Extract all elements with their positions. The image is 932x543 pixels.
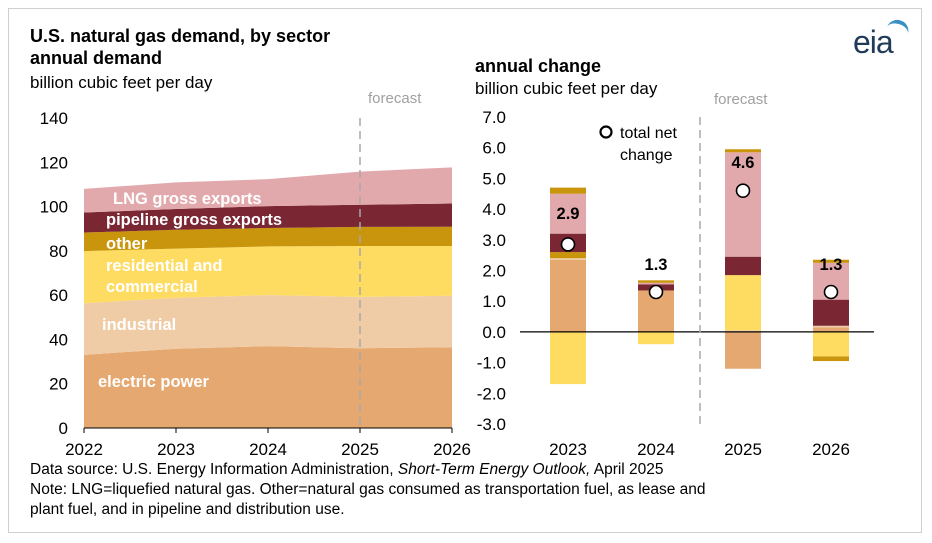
y-tick-label: 40	[49, 330, 68, 349]
data-source-line: Data source: U.S. Energy Information Adm…	[30, 460, 706, 480]
note-line-2: plant fuel, and in pipeline and distribu…	[30, 501, 345, 518]
total-net-change-marker	[560, 237, 576, 252]
y-tick-label: 3.0	[482, 231, 506, 250]
annual-change-chart: -3.0 -2.0 -1.0 0.0 1.0 2.0 3.0 4.0 5.0 6.0 7.0 2023…	[477, 91, 874, 459]
area-series-label: other	[106, 235, 148, 253]
chart-footer: Data source: U.S. Energy Information Adm…	[30, 460, 706, 520]
x-tick-label: 2025	[724, 440, 762, 459]
total-net-change-label: 1.3	[645, 256, 668, 274]
bar-segment-residential-and-commercial	[638, 331, 674, 345]
total-net-change-marker	[648, 284, 664, 300]
bar-segment-other	[725, 149, 761, 153]
y-tick-label: 5.0	[482, 169, 506, 188]
x-tick-label: 2024	[637, 440, 675, 459]
bar-segment-pipeline-gross-exports	[813, 299, 849, 326]
y-tick-label: -3.0	[477, 415, 506, 434]
forecast-label: forecast	[368, 90, 422, 107]
area-series-label: residential and	[106, 257, 222, 275]
note-line-1: Note: LNG=liquefied natural gas. Other=n…	[30, 481, 706, 498]
y-tick-label: -1.0	[477, 354, 506, 373]
left-chart-subtitle: annual demand	[30, 48, 163, 68]
area-series-label: electric power	[98, 373, 210, 391]
right-chart-unit: billion cubic feet per day	[475, 79, 658, 98]
bar-segment-industrial	[725, 330, 761, 332]
y-tick-label: 60	[49, 286, 68, 305]
bar-segment-residential-and-commercial	[813, 331, 849, 357]
annual-demand-chart: forecast 0 20 40 60 80 100 120 140 2022 2023 2024 20…	[40, 90, 471, 459]
y-tick-label: 4.0	[482, 200, 506, 219]
bar-segment-lng-gross-exports	[725, 152, 761, 257]
bar-segment-industrial	[550, 258, 586, 260]
area-series-other	[84, 226, 452, 252]
legend-label: change	[620, 147, 673, 164]
bar-segment-residential-and-commercial	[725, 275, 761, 331]
legend-label: total net	[620, 125, 677, 142]
bar-segment-electric-power	[550, 259, 586, 332]
x-tick-label: 2023	[549, 440, 587, 459]
total-net-change-label: 4.6	[732, 154, 755, 172]
area-series-label: industrial	[102, 316, 176, 334]
bar-segment-lng-gross-exports	[550, 193, 586, 234]
area-series-label: commercial	[106, 278, 198, 296]
bar-segment-residential-and-commercial	[550, 331, 586, 385]
y-tick-label: 7.0	[482, 108, 506, 127]
y-tick-label: 80	[49, 242, 68, 261]
x-tick-label: 2025	[341, 440, 379, 459]
y-tick-label: 0.0	[482, 323, 506, 342]
total-net-change-marker	[735, 183, 751, 198]
y-tick-label: 2.0	[482, 262, 506, 281]
x-tick-label: 2022	[65, 440, 103, 459]
y-tick-label: 20	[49, 375, 68, 394]
x-tick-label: 2023	[157, 440, 195, 459]
y-tick-label: 100	[40, 198, 68, 217]
chart-frame	[8, 8, 922, 533]
y-tick-label: -2.0	[477, 384, 506, 403]
bar-segment-other	[550, 252, 586, 259]
total-net-change-label: 1.3	[820, 256, 843, 274]
bar-segment-other	[550, 187, 586, 194]
chart-title: U.S. natural gas demand, by sector	[30, 26, 331, 46]
y-tick-label: 120	[40, 153, 68, 172]
forecast-label: forecast	[714, 91, 768, 108]
legend-marker	[599, 125, 613, 139]
total-net-change-label: 2.9	[557, 205, 580, 223]
y-tick-label: 6.0	[482, 139, 506, 158]
total-net-change-marker	[823, 284, 839, 300]
x-tick-label: 2026	[812, 440, 850, 459]
right-chart-subtitle: annual change	[475, 56, 602, 76]
bar-segment-electric-power	[813, 327, 849, 332]
eia-logo: eia	[853, 24, 894, 60]
source-prefix: Data source: U.S. Energy Information Adm…	[30, 461, 394, 478]
left-chart-unit: billion cubic feet per day	[30, 73, 213, 92]
bar-segment-other	[813, 259, 849, 263]
area-series-label: LNG gross exports	[113, 190, 262, 208]
bar-segment-other	[638, 280, 674, 283]
source-publication: Short-Term Energy Outlook,	[397, 461, 591, 478]
bar-segment-lng-gross-exports	[638, 282, 674, 285]
y-tick-label: 0	[59, 419, 68, 438]
area-series-label: pipeline gross exports	[106, 211, 282, 229]
x-tick-label: 2024	[249, 440, 287, 459]
bar-segment-industrial	[813, 325, 849, 328]
bar-segment-electric-power	[725, 331, 761, 369]
y-tick-label: 140	[40, 109, 68, 128]
y-tick-label: 1.0	[482, 292, 506, 311]
bar-segment-pipeline-gross-exports	[725, 256, 761, 276]
x-tick-label: 2026	[433, 440, 471, 459]
source-date: April 2025	[593, 461, 664, 478]
bar-segment-other	[813, 356, 849, 362]
